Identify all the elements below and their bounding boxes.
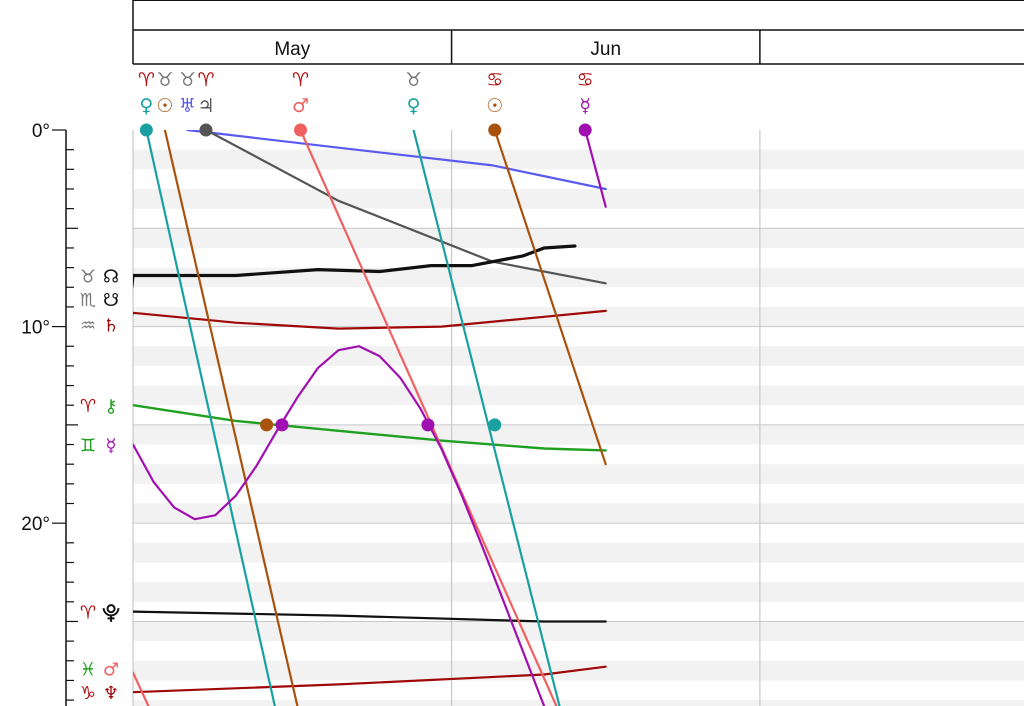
grid-lines [132, 130, 1024, 706]
left-sign-glyph: ♑ [80, 683, 96, 704]
top-planet-glyph: ♀ [407, 95, 421, 117]
series-line [133, 404, 607, 452]
left-planet-glyph: ☋ [103, 290, 119, 311]
top-sign-glyph: ♈ [292, 69, 309, 91]
series-lines [133, 130, 607, 706]
series-line [133, 665, 607, 694]
left-sign-glyph: ♈ [80, 396, 96, 417]
y-tick-label: 0° [32, 121, 50, 142]
series-line [584, 130, 607, 208]
left-sign-glyph: ♉ [80, 266, 96, 287]
top-planet-glyph: ♃ [197, 95, 214, 117]
series-line [412, 130, 561, 706]
marker-dot [260, 418, 274, 432]
left-planet-glyph: ♆ [103, 683, 119, 704]
top-planet-glyph: ♂ [292, 95, 309, 117]
band [133, 385, 1024, 406]
top-sign-glyph: ♋ [577, 69, 594, 91]
marker-dot [199, 123, 213, 137]
top-sign-glyph: ♉ [156, 69, 173, 91]
marker-dot [488, 123, 502, 137]
series-line [133, 671, 150, 706]
left-sign-glyph: ♏ [80, 290, 96, 311]
series-line [133, 309, 607, 330]
marker-dot [294, 123, 308, 137]
series-line [299, 130, 558, 706]
band [133, 424, 1024, 445]
left-sign-glyph: ♈ [80, 603, 96, 624]
band [133, 228, 1024, 248]
series-line [204, 130, 607, 285]
marker-dot [275, 418, 289, 432]
marker-dot [139, 123, 153, 137]
series-line [163, 130, 299, 706]
top-glyph-labels: ♈♀♉☉♉♅♈♃♈♂♉♀♋☉♋☿ [138, 69, 594, 117]
band [133, 700, 1024, 706]
left-planet-glyph: ♂ [103, 660, 119, 681]
y-axis: 0° 10° 20° [21, 121, 78, 706]
top-planet-glyph: ☿ [579, 95, 591, 117]
left-sign-glyph: ♒ [80, 316, 96, 337]
left-planet-glyph: ☊ [103, 266, 119, 287]
month-label: May [274, 39, 310, 60]
band [133, 306, 1024, 327]
left-planet-glyph: ♄ [103, 316, 119, 337]
left-sign-glyph: ♊ [80, 436, 96, 457]
left-sign-glyph: ♓ [80, 660, 96, 681]
top-sign-glyph: ♈ [138, 69, 155, 91]
series-line [145, 130, 276, 706]
y-tick-label: 20° [21, 514, 50, 535]
band [133, 582, 1024, 602]
y-tick-label: 10° [21, 318, 50, 339]
band [133, 149, 1024, 170]
top-sign-glyph: ♈ [197, 69, 214, 91]
marker-dot [578, 123, 592, 137]
top-sign-glyph: ♉ [405, 69, 422, 91]
markers [139, 123, 592, 432]
series-line [133, 244, 577, 278]
band [133, 464, 1024, 484]
left-planet-glyph: ⚷ [104, 396, 117, 417]
series-line [133, 345, 546, 706]
top-sign-glyph: ♋ [486, 69, 503, 91]
series-line [493, 130, 607, 466]
top-planet-glyph: ♅ [179, 95, 196, 117]
marker-dot [488, 418, 502, 432]
series-line [133, 610, 607, 623]
band [133, 188, 1024, 209]
band [133, 621, 1024, 642]
top-planet-glyph: ☉ [156, 95, 173, 117]
marker-dot [421, 418, 435, 432]
left-planet-glyph: ⯓ [102, 603, 120, 624]
series-line [185, 130, 607, 191]
left-glyph-labels: ♉ ☊ ♏ ☋ ♒ ♄ ♈ ⚷ ♊ ☿ ♈ ⯓ ♓ ♂ ♑ ♆ [80, 266, 120, 704]
month-label: Jun [590, 39, 621, 60]
month-header: May Jun [132, 0, 1024, 65]
top-planet-glyph: ☉ [486, 95, 503, 117]
band [133, 542, 1024, 563]
band [133, 346, 1024, 366]
top-sign-glyph: ♉ [179, 69, 196, 91]
left-planet-glyph: ☿ [105, 436, 116, 457]
series-line [133, 273, 135, 289]
band [133, 503, 1024, 524]
top-planet-glyph: ♀ [139, 95, 153, 117]
